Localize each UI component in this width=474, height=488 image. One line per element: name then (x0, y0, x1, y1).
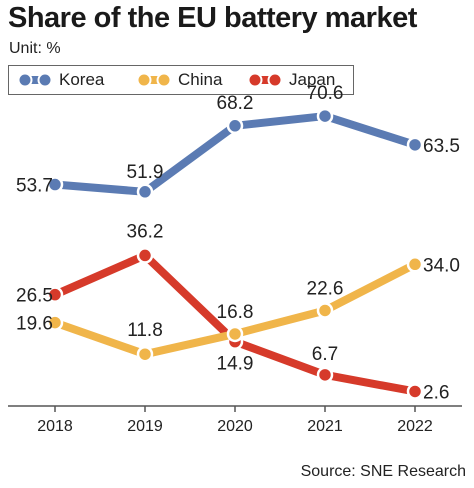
chart-title: Share of the EU battery market (8, 2, 417, 34)
data-label-china-2018: 19.6 (16, 314, 53, 335)
point-korea-2018 (46, 176, 64, 193)
legend-label-china: China (178, 69, 223, 89)
x-tick-label-2020: 2020 (217, 418, 253, 435)
data-label-korea-2022: 63.5 (423, 136, 460, 157)
x-tick-label-2022: 2022 (397, 418, 433, 435)
point-japan-2018 (46, 286, 64, 303)
legend-item-korea: Korea (17, 66, 104, 93)
point-china-2019 (136, 345, 154, 363)
x-tick-label-2018: 2018 (37, 418, 73, 435)
data-label-japan-2022: 2.6 (423, 382, 449, 403)
data-label-china-2019: 11.8 (127, 320, 163, 341)
legend-swatch-china (136, 72, 172, 87)
x-tick-label-2019: 2019 (127, 418, 163, 435)
data-label-korea-2019: 51.9 (127, 162, 164, 183)
data-label-korea-2021: 70.6 (307, 83, 344, 104)
legend-item-china: China (136, 66, 222, 93)
legend-swatch-korea (17, 72, 53, 87)
x-tick-label-2021: 2021 (307, 418, 343, 435)
point-china-2018 (46, 314, 64, 331)
point-korea-2021 (316, 107, 334, 125)
legend-item-japan: Japan (247, 66, 335, 93)
unit-label: Unit: % (9, 40, 61, 57)
data-label-china-2021: 22.6 (307, 278, 344, 299)
data-label-china-2022: 34.0 (423, 255, 460, 276)
legend-label-korea: Korea (59, 69, 105, 89)
data-label-korea-2018: 53.7 (16, 176, 53, 197)
legend-swatch-japan (247, 72, 283, 87)
source-note: Source: SNE Research (300, 463, 466, 480)
data-label-japan-2020: 14.9 (217, 354, 254, 375)
legend: Korea China Japan (8, 65, 354, 95)
point-china-2021 (316, 302, 334, 319)
data-label-japan-2019: 36.2 (127, 221, 164, 242)
point-japan-2022 (406, 383, 424, 400)
point-japan-2019 (136, 247, 154, 264)
point-china-2022 (406, 256, 424, 273)
point-korea-2022 (406, 136, 424, 154)
data-label-japan-2018: 26.5 (16, 286, 53, 307)
point-china-2020 (226, 325, 244, 343)
point-korea-2019 (136, 183, 154, 201)
data-label-korea-2020: 68.2 (217, 93, 254, 114)
data-label-japan-2021: 6.7 (312, 344, 338, 365)
point-korea-2020 (226, 117, 244, 135)
data-label-china-2020: 16.8 (217, 302, 254, 323)
legend-label-japan: Japan (289, 69, 336, 89)
point-japan-2021 (316, 366, 334, 384)
